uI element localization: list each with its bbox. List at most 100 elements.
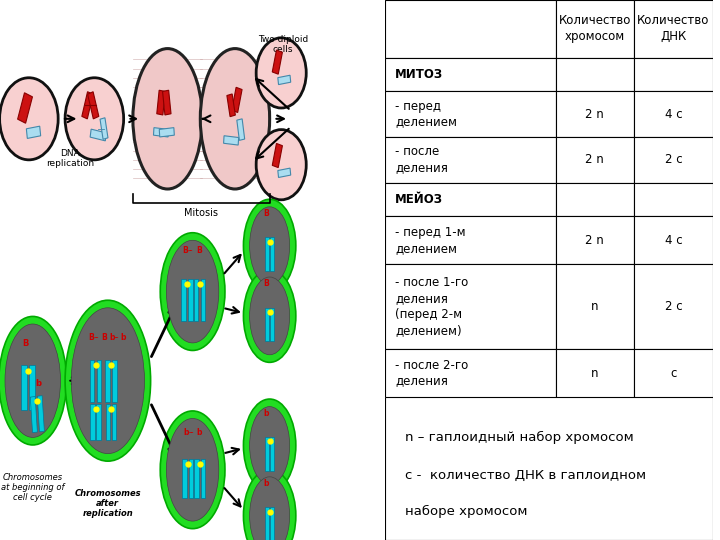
Text: n – гаплоидный набор хромосом: n – гаплоидный набор хромосом <box>405 430 634 443</box>
Polygon shape <box>189 459 193 498</box>
Text: n: n <box>591 367 598 380</box>
Polygon shape <box>17 93 32 123</box>
Bar <box>634 183 713 217</box>
Text: B: B <box>88 333 94 342</box>
Polygon shape <box>272 144 282 167</box>
Polygon shape <box>37 396 45 432</box>
Polygon shape <box>27 126 40 138</box>
Ellipse shape <box>250 477 289 540</box>
Text: Two diploid
cells: Two diploid cells <box>258 35 308 54</box>
Polygon shape <box>278 168 291 178</box>
Text: --: -- <box>189 428 194 437</box>
Text: b: b <box>264 479 269 488</box>
Bar <box>634 217 713 264</box>
Bar <box>385 264 556 349</box>
Bar <box>556 264 634 349</box>
Text: МИТОЗ: МИТОЗ <box>395 68 443 81</box>
Text: --: -- <box>188 246 194 255</box>
Polygon shape <box>182 459 186 498</box>
Polygon shape <box>278 75 291 85</box>
Polygon shape <box>271 308 274 341</box>
Polygon shape <box>89 360 94 402</box>
Ellipse shape <box>250 207 289 285</box>
Ellipse shape <box>243 399 296 492</box>
Ellipse shape <box>243 199 296 292</box>
Text: 2 n: 2 n <box>585 234 604 247</box>
Text: 2 n: 2 n <box>585 107 604 120</box>
Text: Количество
ДНК: Количество ДНК <box>637 14 710 43</box>
Polygon shape <box>237 119 245 140</box>
Bar <box>556 58 634 91</box>
Bar <box>556 217 634 264</box>
Bar <box>634 264 713 349</box>
Text: МЕЙОЗ: МЕЙОЗ <box>395 193 443 206</box>
Ellipse shape <box>65 78 124 160</box>
Text: 2 n: 2 n <box>585 153 604 166</box>
Polygon shape <box>232 87 242 112</box>
Bar <box>385 217 556 264</box>
Bar <box>385 349 556 397</box>
Bar <box>634 349 713 397</box>
Ellipse shape <box>65 300 150 461</box>
Ellipse shape <box>250 277 289 355</box>
Polygon shape <box>112 360 117 402</box>
Polygon shape <box>272 50 282 74</box>
Ellipse shape <box>166 240 219 343</box>
Ellipse shape <box>256 130 306 200</box>
Text: наборе хромосом: наборе хромосом <box>405 505 527 518</box>
Text: b: b <box>183 428 189 437</box>
Polygon shape <box>112 404 116 440</box>
Bar <box>385 0 556 58</box>
Text: B: B <box>264 209 269 218</box>
Ellipse shape <box>250 407 289 484</box>
Polygon shape <box>201 279 205 321</box>
Polygon shape <box>159 127 174 137</box>
Polygon shape <box>271 508 274 540</box>
Text: 4 c: 4 c <box>665 234 683 247</box>
Text: - после 2-го
деления: - после 2-го деления <box>395 359 468 388</box>
Bar <box>556 183 634 217</box>
Text: с: с <box>670 367 677 380</box>
Text: - после
деления: - после деления <box>395 145 448 174</box>
Ellipse shape <box>166 418 219 521</box>
Text: 2 c: 2 c <box>665 153 683 166</box>
Text: B: B <box>264 279 269 288</box>
Polygon shape <box>96 360 102 402</box>
Bar <box>634 0 713 58</box>
Bar <box>634 91 713 137</box>
Ellipse shape <box>161 233 225 350</box>
Text: B: B <box>101 333 107 342</box>
Polygon shape <box>100 118 108 139</box>
Polygon shape <box>30 396 37 433</box>
Text: - перед
делением: - перед делением <box>395 99 457 129</box>
Bar <box>385 183 556 217</box>
Ellipse shape <box>243 469 296 540</box>
Polygon shape <box>271 238 274 271</box>
Text: - после 1-го
деления
(перед 2-м
делением): - после 1-го деления (перед 2-м делением… <box>395 276 468 337</box>
Text: - перед 1-м
делением: - перед 1-м делением <box>395 226 466 255</box>
Bar <box>385 91 556 137</box>
Bar <box>556 91 634 137</box>
Polygon shape <box>265 308 269 341</box>
Ellipse shape <box>200 49 269 189</box>
Polygon shape <box>181 279 186 321</box>
Polygon shape <box>188 279 193 321</box>
Text: --: -- <box>114 333 120 342</box>
Ellipse shape <box>0 78 58 160</box>
Text: b: b <box>120 333 126 342</box>
Text: Mitosis: Mitosis <box>184 208 218 218</box>
Polygon shape <box>265 508 269 540</box>
Polygon shape <box>90 129 107 141</box>
Polygon shape <box>82 92 93 119</box>
Bar <box>634 137 713 183</box>
Polygon shape <box>153 127 168 137</box>
Text: DNA
replication: DNA replication <box>46 148 94 168</box>
Polygon shape <box>265 238 269 271</box>
Bar <box>385 137 556 183</box>
Bar <box>385 58 556 91</box>
Polygon shape <box>271 437 274 471</box>
Ellipse shape <box>5 324 60 437</box>
Ellipse shape <box>161 411 225 529</box>
Polygon shape <box>90 404 94 440</box>
Text: B: B <box>197 246 202 255</box>
